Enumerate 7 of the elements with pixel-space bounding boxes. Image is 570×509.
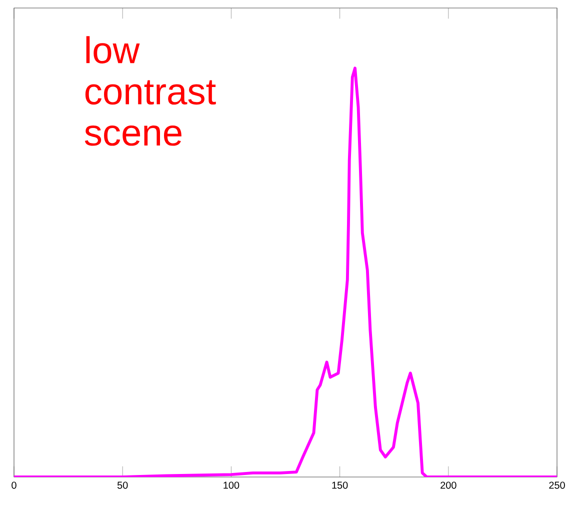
x-tick-label: 200 bbox=[440, 482, 456, 489]
x-tick-label: 50 bbox=[117, 482, 128, 489]
x-tick-label: 150 bbox=[332, 482, 348, 489]
x-tick-label: 0 bbox=[12, 482, 16, 489]
annotation: low contrast scene bbox=[84, 36, 216, 146]
x-tick-label: 100 bbox=[224, 482, 240, 489]
x-tick-label: 250 bbox=[549, 482, 565, 489]
